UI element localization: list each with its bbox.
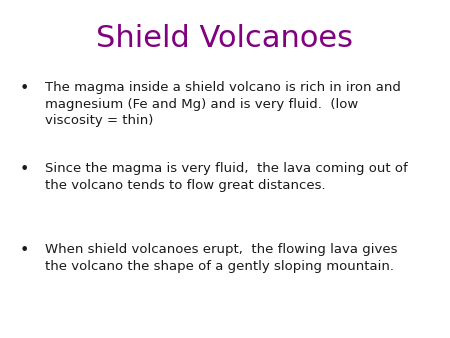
Text: •: • — [20, 162, 29, 177]
Text: •: • — [20, 81, 29, 96]
Text: Shield Volcanoes: Shield Volcanoes — [96, 24, 354, 53]
Text: When shield volcanoes erupt,  the flowing lava gives
the volcano the shape of a : When shield volcanoes erupt, the flowing… — [45, 243, 397, 273]
Text: The magma inside a shield volcano is rich in iron and
magnesium (Fe and Mg) and : The magma inside a shield volcano is ric… — [45, 81, 401, 127]
Text: •: • — [20, 243, 29, 258]
Text: Since the magma is very fluid,  the lava coming out of
the volcano tends to flow: Since the magma is very fluid, the lava … — [45, 162, 408, 192]
